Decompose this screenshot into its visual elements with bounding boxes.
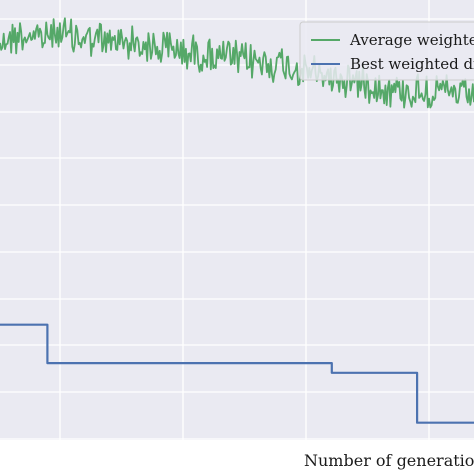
series-layer <box>0 17 474 424</box>
grid <box>0 0 474 440</box>
legend-label-average: Average weighted <box>349 31 474 49</box>
legend: Average weighted Best weighted dis <box>299 21 474 81</box>
legend-label-best: Best weighted dis <box>350 55 474 73</box>
x-axis-label: Number of generations c <box>304 451 474 470</box>
series-line-best <box>0 323 474 424</box>
legend-box <box>299 21 474 81</box>
series-line-average <box>0 17 474 109</box>
